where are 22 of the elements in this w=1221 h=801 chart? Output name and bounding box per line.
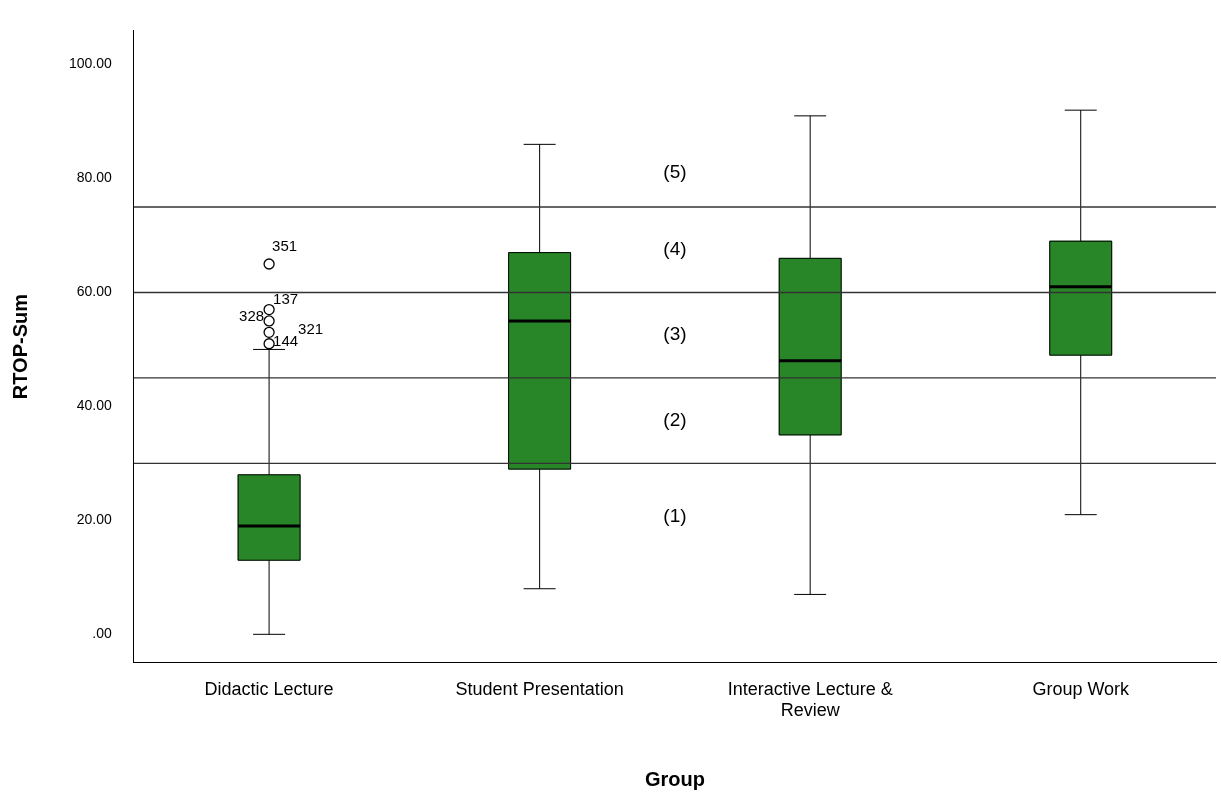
y-tick-label: 40.00 [76, 397, 113, 414]
x-tick-label: Didactic Lecture [204, 678, 334, 699]
annotation: (3) [663, 323, 687, 345]
x-tick-label: Interactive Lecture & Review [727, 678, 893, 721]
annotation: (4) [663, 237, 687, 259]
y-tick-label: 100.00 [68, 55, 113, 72]
annotation: 321 [298, 320, 324, 338]
x-tick-label: Student Presentation [455, 678, 624, 699]
y-tick-label: 60.00 [76, 283, 113, 300]
annotation: 351 [272, 237, 298, 255]
y-tick-label: .00 [92, 625, 113, 642]
annotation: 144 [273, 331, 299, 349]
x-tick-label: Group Work [1032, 678, 1131, 699]
annotation: 328 [239, 307, 265, 325]
annotation: (5) [663, 161, 687, 183]
y-tick-label: 80.00 [76, 169, 113, 186]
annotation: 137 [273, 289, 299, 307]
y-axis-title: RTOP-Sum [8, 294, 31, 400]
annotation: (2) [663, 408, 687, 430]
x-axis-title: Group [644, 767, 705, 790]
y-tick-label: 20.00 [76, 511, 113, 528]
annotation: (1) [663, 504, 687, 526]
